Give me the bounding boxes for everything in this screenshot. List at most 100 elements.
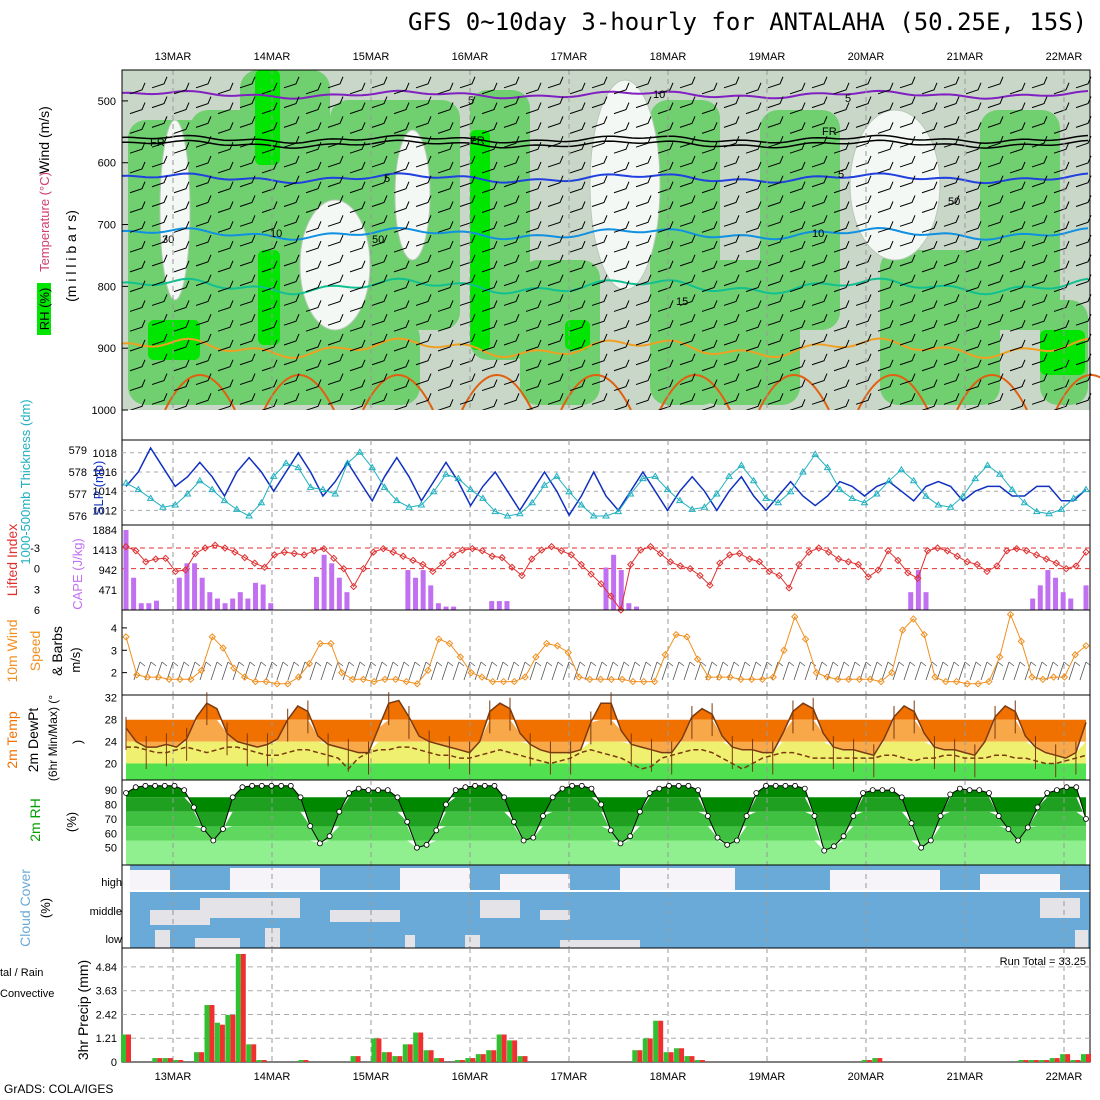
wind-barb: [569, 141, 586, 154]
wind-barb: [393, 399, 410, 411]
wind-barb: [767, 215, 784, 227]
wind-barb: [525, 260, 542, 273]
wind-barb: [679, 294, 696, 306]
wind-barb: [151, 175, 168, 188]
wind-barb: [613, 161, 630, 174]
wind-barb: [635, 155, 652, 168]
wind-barb: [129, 260, 146, 273]
pressure-axis-label: (m i l l i b a r s): [63, 210, 79, 302]
wind-barb: [943, 294, 960, 306]
lifted-index-axis-label: Lifted Index: [4, 524, 20, 596]
wind-barb: [811, 96, 828, 109]
rh2m-point: [947, 791, 954, 798]
precip-total-bar: [475, 1054, 481, 1062]
precip-convective-bar: [261, 1060, 267, 1062]
wind-speed-point: [812, 668, 821, 677]
wind-barb: [789, 379, 806, 392]
wind-barb: [393, 161, 410, 174]
wind-barb: [921, 102, 938, 115]
wind-barb: [393, 82, 410, 95]
wind-barb: [745, 379, 762, 392]
rh2m-point: [937, 813, 944, 819]
pressure-tick-label: 500: [98, 96, 116, 108]
wind-barb: [525, 300, 542, 312]
precip-convective-bar: [126, 1034, 131, 1062]
wind-barb: [371, 373, 388, 386]
wind-barb: [613, 82, 630, 95]
surface-wind-barb: [584, 661, 597, 681]
wind-barb: [371, 254, 388, 267]
rh2m-point: [627, 833, 634, 840]
thickness-point: [343, 459, 352, 466]
wind-barb: [1031, 274, 1048, 287]
wind-barb: [547, 175, 564, 188]
wind-barb: [151, 234, 168, 247]
precip-total-bar: [517, 1056, 523, 1062]
wind-speed-point: [176, 675, 184, 684]
wind-barb: [855, 195, 872, 207]
wind-barb: [1009, 221, 1026, 233]
lifted-index-point: [745, 555, 754, 563]
lifted-index-point: [636, 546, 645, 554]
surface-wind-barb: [430, 661, 443, 681]
wind-barb: [789, 300, 806, 312]
wind-barb: [855, 155, 872, 168]
wind-speed-point: [931, 673, 939, 681]
wind-barb: [305, 339, 322, 352]
wind-barb: [767, 373, 784, 386]
wind-barb: [129, 280, 146, 293]
wind-barb: [657, 399, 674, 411]
wind-barb: [305, 221, 322, 233]
lifted-index-point: [1042, 555, 1051, 563]
high-cloud-gap: [980, 874, 1060, 890]
rh2m-point: [1044, 790, 1051, 796]
lifted-index-point: [241, 553, 249, 562]
wind-barb: [1031, 314, 1048, 326]
wind-barb: [745, 260, 762, 273]
wind-barb: [327, 135, 344, 148]
wind-barb: [459, 314, 476, 326]
wind-speed-point: [240, 673, 249, 681]
wind-barb: [899, 76, 916, 89]
wind-barb: [679, 314, 696, 326]
wind-barb: [459, 393, 476, 405]
high-cloud-gap: [620, 868, 735, 890]
wind-barb: [327, 373, 344, 386]
wind-barb: [723, 353, 740, 366]
wind-barb: [723, 393, 740, 405]
wind-speed-point: [532, 653, 540, 661]
cape-bar: [207, 592, 213, 610]
wind-barb: [195, 155, 212, 168]
wind-barb: [327, 333, 344, 346]
wind-barb: [569, 399, 586, 411]
wind-barb: [899, 393, 916, 405]
thickness-point: [737, 461, 746, 468]
wind-speed-point: [866, 675, 874, 684]
rh-green-region: [520, 260, 600, 405]
wind-barb: [767, 254, 784, 267]
precip-total-bar: [152, 1058, 158, 1062]
precip-convective-bar: [376, 1038, 382, 1062]
wind-speed-point: [704, 673, 713, 681]
surface-wind-barb: [991, 661, 1004, 681]
wind-barb: [481, 399, 498, 411]
precip-convective-bar: [522, 1056, 528, 1062]
wind-speed-point: [424, 666, 432, 675]
wind-barb: [217, 399, 234, 411]
wind-barb: [943, 234, 960, 247]
wind-barb: [789, 181, 806, 194]
wind-barb: [459, 333, 476, 346]
cape-bar: [268, 603, 274, 610]
contour-label: 5: [468, 95, 474, 107]
top-day-label: 16MAR: [452, 51, 489, 63]
lifted-index-point: [221, 544, 229, 552]
precip-total-bar: [653, 1020, 659, 1062]
wind-barb: [899, 274, 916, 287]
wind-barb: [393, 201, 410, 213]
surface-wind-barb: [870, 661, 883, 681]
wind-barb: [635, 393, 652, 405]
wind-barb: [987, 314, 1004, 326]
wind-barb: [877, 399, 894, 411]
wind-barb: [745, 102, 762, 115]
wind-barb: [987, 116, 1004, 128]
